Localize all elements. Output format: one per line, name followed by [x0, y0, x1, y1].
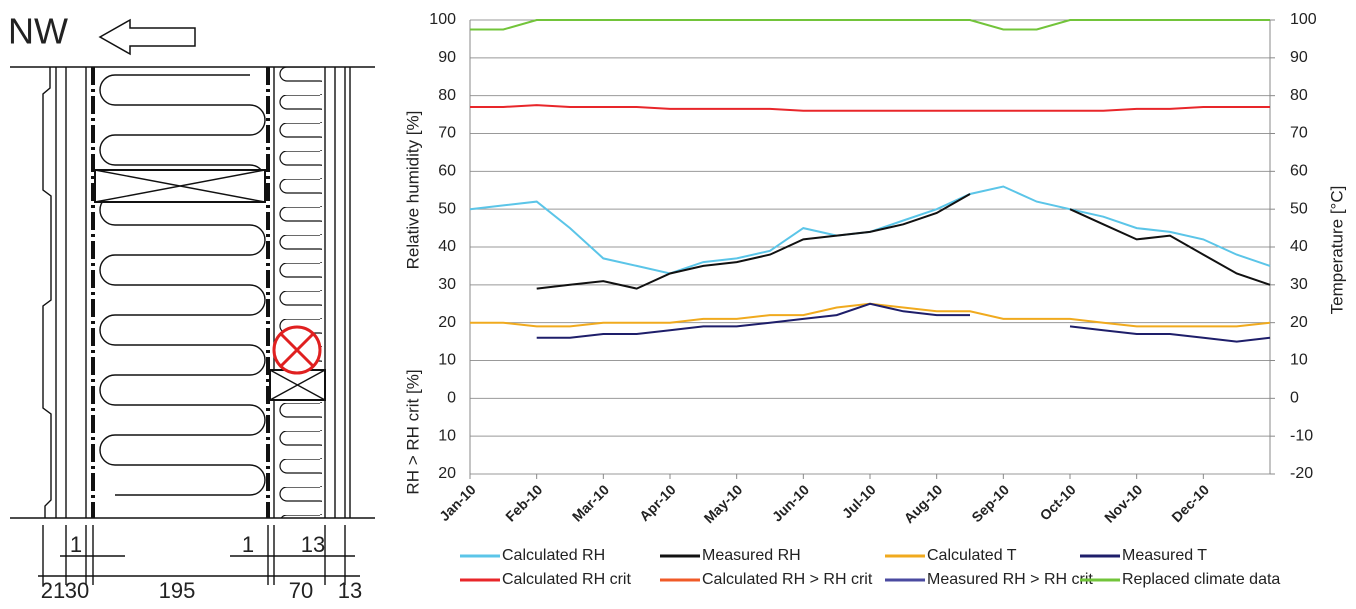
legend-label: Calculated RH > RH crit [702, 571, 873, 588]
dimension: 30 [65, 578, 89, 603]
insulation [99, 74, 266, 496]
x-tick-label: Jan-10 [436, 481, 479, 524]
legend-label: Measured RH > RH crit [927, 571, 1093, 588]
dimension: 195 [159, 578, 196, 603]
y2-tick-label: 80 [1290, 87, 1308, 104]
legend-label: Calculated T [927, 547, 1017, 564]
x-tick-label: Mar-10 [569, 481, 612, 524]
x-tick-label: Apr-10 [636, 481, 679, 524]
stud-cross [94, 169, 266, 203]
direction-label: NW [8, 11, 68, 52]
y2-tick-label: -10 [1290, 427, 1313, 444]
series-line [470, 104, 1270, 112]
series-line [536, 302, 1271, 343]
x-tick-label: Feb-10 [502, 481, 545, 524]
y2-tick-label: 30 [1290, 276, 1308, 293]
legend-label: Calculated RH [502, 547, 605, 564]
batten-cross [269, 369, 326, 401]
dimension: 1 [70, 532, 82, 557]
dimension: 21 [41, 578, 65, 603]
y2-tick-label: 10 [1290, 352, 1308, 369]
dim-ext [42, 525, 346, 585]
y2-tick-label: 100 [1290, 11, 1317, 28]
y2-tick-label: 0 [1290, 390, 1299, 407]
series-line [469, 185, 1271, 275]
legend-label: Measured T [1122, 547, 1207, 564]
y-tick-label: 40 [438, 238, 456, 255]
legend-label: Measured RH [702, 547, 801, 564]
direction-arrow [98, 18, 196, 56]
y-tick-label: 20 [438, 465, 456, 482]
y2-tick-label: 70 [1290, 125, 1308, 142]
y-axis-title: RH > RH crit [%] [403, 369, 422, 494]
legend-label: Calculated RH crit [502, 571, 631, 588]
series-line [470, 19, 1270, 31]
dimension: 13 [301, 532, 325, 557]
sensor-cross [279, 332, 315, 368]
legend-label: Replaced climate data [1122, 571, 1280, 588]
y2-tick-label: 40 [1290, 238, 1308, 255]
chart: Relative humidity [%] RH > RH crit [%] T… [403, 111, 1346, 495]
cladding [42, 67, 52, 518]
series-line [536, 193, 1271, 290]
dimension: 1 [242, 532, 254, 557]
y-axis-title: Relative humidity [%] [403, 111, 422, 270]
y2-axis-title: Temperature [°C] [1327, 186, 1346, 315]
y-tick-label: 20 [438, 314, 456, 331]
y2-tick-label: 50 [1290, 200, 1308, 217]
dimension: 13 [338, 578, 362, 603]
x-tick-label: Jun-10 [769, 481, 812, 524]
x-tick-label: Nov-10 [1101, 481, 1145, 525]
insulation [278, 67, 322, 518]
y2-tick-label: 20 [1290, 314, 1308, 331]
y-tick-label: 80 [438, 87, 456, 104]
y-tick-label: 10 [438, 352, 456, 369]
dimension: 70 [289, 578, 313, 603]
x-tick-label: Sep-10 [968, 481, 1012, 525]
x-tick-label: Dec-10 [1168, 481, 1212, 525]
x-tick-label: May-10 [701, 481, 746, 526]
x-tick-label: Oct-10 [1037, 481, 1079, 523]
y-tick-label: 100 [429, 11, 456, 28]
x-tick-label: Jul-10 [839, 481, 879, 521]
y-tick-label: 90 [438, 49, 456, 66]
y2-tick-label: 90 [1290, 49, 1308, 66]
y-tick-label: 70 [438, 125, 456, 142]
wall-drawing: NW 1 1 13 21 30 195 70 13 [8, 11, 375, 603]
y-tick-label: 50 [438, 200, 456, 217]
y-tick-label: 60 [438, 163, 456, 180]
y2-tick-label: 60 [1290, 163, 1308, 180]
y-tick-label: 30 [438, 276, 456, 293]
y-tick-label: 0 [447, 390, 456, 407]
x-tick-label: Aug-10 [901, 481, 946, 526]
y-tick-label: 10 [438, 427, 456, 444]
y2-tick-label: -20 [1290, 465, 1313, 482]
